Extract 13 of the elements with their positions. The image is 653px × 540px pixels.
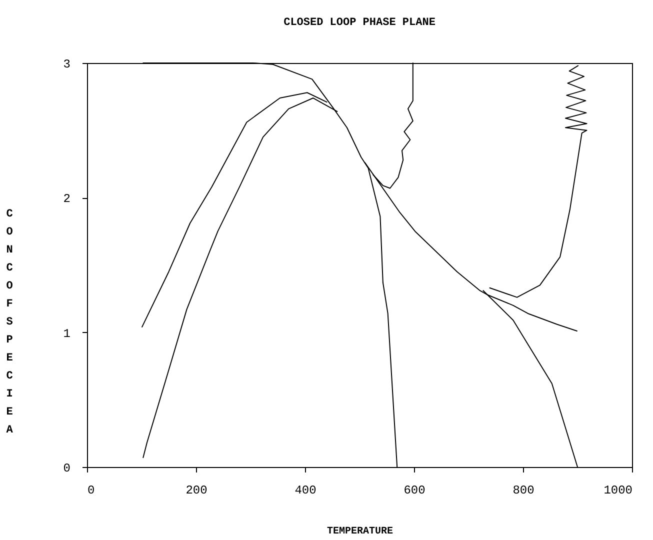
- y-tick-label: 2: [63, 192, 70, 206]
- x-tick-label: 200: [186, 484, 208, 498]
- x-tick-label: 800: [512, 484, 534, 498]
- y-tick-label: 1: [63, 326, 70, 341]
- y-tick-label: 3: [63, 58, 70, 72]
- x-tick-label: 1000: [604, 484, 632, 498]
- x-axis-title: TEMPERATURE: [326, 526, 394, 538]
- text: CONC OF SPECIE A: [6, 208, 13, 436]
- x-tick-label: 400: [294, 484, 316, 498]
- x-tick-label: 600: [404, 484, 426, 498]
- y-tick-label: 0: [63, 462, 70, 476]
- x-tick-label: 0: [88, 484, 95, 498]
- chart-title: CLOSED LOOP PHASE PLANE: [284, 17, 436, 29]
